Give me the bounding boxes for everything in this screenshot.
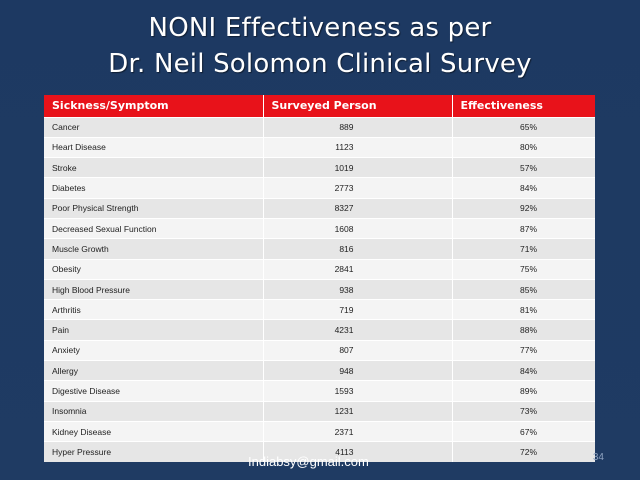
cell-surveyed: 1231 [263, 400, 453, 422]
cell-sickness: Obesity [44, 258, 264, 280]
slide-title-line-1: NONI Effectiveness as per [148, 13, 492, 43]
cell-effectiveness: 65% [452, 116, 595, 138]
cell-surveyed: 816 [263, 238, 453, 260]
table-row: Hyper Pressure 4113 72% [44, 441, 595, 463]
cell-surveyed: 889 [263, 116, 453, 138]
cell-surveyed: 2371 [263, 420, 453, 442]
cell-sickness: Decreased Sexual Function [44, 217, 264, 239]
cell-surveyed: 1019 [263, 157, 453, 178]
cell-sickness: Poor Physical Strength [44, 197, 264, 219]
cell-effectiveness: 80% [452, 136, 595, 158]
table-row: Allergy 948 84% [44, 360, 595, 381]
cell-effectiveness: 75% [452, 258, 595, 280]
cell-effectiveness: 81% [452, 299, 595, 320]
slide-title: NONI Effectiveness as per Dr. Neil Solom… [0, 10, 640, 82]
header-sickness: Sickness/Symptom [44, 95, 264, 117]
cell-effectiveness: 87% [452, 217, 595, 239]
cell-sickness: Digestive Disease [44, 380, 264, 402]
table-row: Anxiety 807 77% [44, 339, 595, 361]
cell-effectiveness: 72% [452, 441, 595, 463]
cell-sickness: Anxiety [44, 339, 264, 361]
cell-sickness: Kidney Disease [44, 420, 264, 442]
table-row: Kidney Disease 2371 67% [44, 420, 595, 442]
footer-email: Indiabsy@gmail.com [248, 454, 369, 469]
cell-effectiveness: 84% [452, 177, 595, 199]
table-header-row: Sickness/Symptom Surveyed Person Effecti… [44, 95, 595, 117]
cell-sickness: Heart Disease [44, 136, 264, 158]
header-surveyed: Surveyed Person [263, 95, 453, 117]
cell-surveyed: 938 [263, 278, 453, 300]
cell-surveyed: 2773 [263, 177, 453, 199]
cell-effectiveness: 57% [452, 157, 595, 178]
cell-sickness: Muscle Growth [44, 238, 264, 260]
cell-sickness: Allergy [44, 360, 264, 381]
table-row: Arthritis 719 81% [44, 299, 595, 320]
table-body: Cancer 889 65% Heart Disease 1123 80% Stroke 10… [44, 116, 595, 463]
cell-effectiveness: 67% [452, 420, 595, 442]
table-row: Decreased Sexual Function 1608 87% [44, 217, 595, 239]
slide-title-line-2: Dr. Neil Solomon Clinical Survey [108, 49, 532, 79]
cell-sickness: Pain [44, 319, 264, 341]
table-row: Pain 4231 88% [44, 319, 595, 341]
cell-surveyed: 4113 [263, 441, 453, 463]
cell-surveyed: 1593 [263, 380, 453, 402]
cell-sickness: Hyper Pressure [44, 441, 264, 463]
table-row: High Blood Pressure 938 85% [44, 278, 595, 300]
table-row: Insomnia 1231 73% [44, 400, 595, 422]
cell-surveyed: 1123 [263, 136, 453, 158]
cell-surveyed: 948 [263, 360, 453, 381]
cell-effectiveness: 71% [452, 238, 595, 260]
cell-effectiveness: 89% [452, 380, 595, 402]
cell-surveyed: 719 [263, 299, 453, 320]
header-effectiveness: Effectiveness [452, 95, 595, 117]
table-row: Muscle Growth 816 71% [44, 238, 595, 260]
table-row: Cancer 889 65% [44, 116, 595, 138]
cell-effectiveness: 84% [452, 360, 595, 381]
cell-surveyed: 8327 [263, 197, 453, 219]
cell-surveyed: 1608 [263, 217, 453, 239]
cell-sickness: High Blood Pressure [44, 278, 264, 300]
cell-effectiveness: 88% [452, 319, 595, 341]
cell-effectiveness: 77% [452, 339, 595, 361]
page-number: 34 [592, 452, 604, 463]
table-row: Poor Physical Strength 8327 92% [44, 197, 595, 219]
cell-effectiveness: 92% [452, 197, 595, 219]
cell-surveyed: 2841 [263, 258, 453, 280]
survey-table: Sickness/Symptom Surveyed Person Effecti… [44, 95, 595, 463]
cell-sickness: Insomnia [44, 400, 264, 422]
cell-surveyed: 4231 [263, 319, 453, 341]
table-row: Obesity 2841 75% [44, 258, 595, 280]
cell-sickness: Cancer [44, 116, 264, 138]
table-row: Digestive Disease 1593 89% [44, 380, 595, 402]
table-row: Diabetes 2773 84% [44, 177, 595, 199]
cell-sickness: Stroke [44, 157, 264, 178]
cell-effectiveness: 85% [452, 278, 595, 300]
table-row: Stroke 1019 57% [44, 157, 595, 178]
table-row: Heart Disease 1123 80% [44, 136, 595, 158]
cell-sickness: Diabetes [44, 177, 264, 199]
cell-effectiveness: 73% [452, 400, 595, 422]
cell-surveyed: 807 [263, 339, 453, 361]
cell-sickness: Arthritis [44, 299, 264, 320]
